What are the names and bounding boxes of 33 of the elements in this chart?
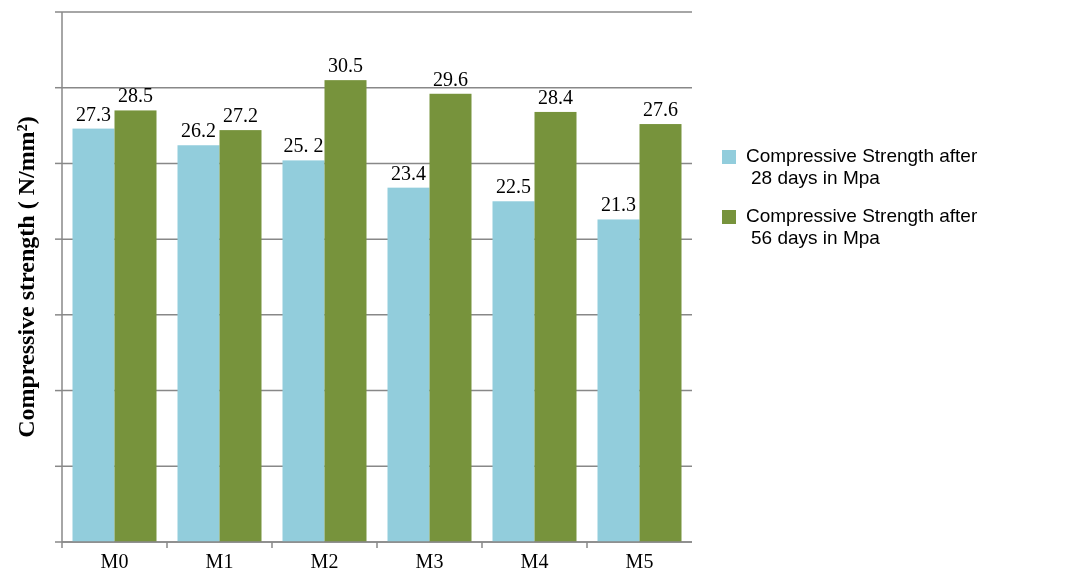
x-tick-label: M2 bbox=[310, 550, 339, 572]
data-label: 27.2 bbox=[223, 104, 258, 127]
bar bbox=[177, 145, 220, 542]
bar bbox=[219, 130, 262, 542]
x-tick-label: M1 bbox=[205, 550, 234, 572]
data-label: 21.3 bbox=[601, 193, 636, 216]
bar bbox=[492, 201, 535, 542]
bar bbox=[597, 219, 640, 542]
y-axis-title: Compressive strength ( N/mm²) bbox=[13, 116, 39, 438]
bar bbox=[282, 160, 325, 542]
data-label: 27.6 bbox=[643, 98, 678, 121]
x-tick-label: M5 bbox=[625, 550, 654, 572]
data-label: 28.4 bbox=[538, 85, 573, 108]
data-label: 30.5 bbox=[328, 54, 363, 77]
legend-label: Compressive Strength after 56 days in Mpa bbox=[746, 205, 978, 248]
bar bbox=[429, 93, 472, 542]
x-tick-label: M3 bbox=[415, 550, 444, 572]
x-tick-label: M0 bbox=[100, 550, 129, 572]
bar bbox=[324, 80, 367, 542]
bar bbox=[72, 128, 115, 542]
data-label: 27.3 bbox=[76, 102, 111, 125]
bar bbox=[114, 110, 157, 542]
data-label: 23.4 bbox=[391, 161, 426, 184]
data-label: 29.6 bbox=[433, 67, 468, 90]
data-label: 28.5 bbox=[118, 84, 153, 107]
bar bbox=[387, 187, 430, 542]
legend-label: Compressive Strength after 28 days in Mpa bbox=[746, 145, 978, 188]
data-label: 25. 2 bbox=[283, 134, 324, 157]
data-label: 22.5 bbox=[496, 175, 531, 198]
x-tick-label: M4 bbox=[520, 550, 549, 572]
bar bbox=[534, 111, 577, 542]
data-label: 26.2 bbox=[181, 119, 216, 142]
bar bbox=[639, 124, 682, 542]
